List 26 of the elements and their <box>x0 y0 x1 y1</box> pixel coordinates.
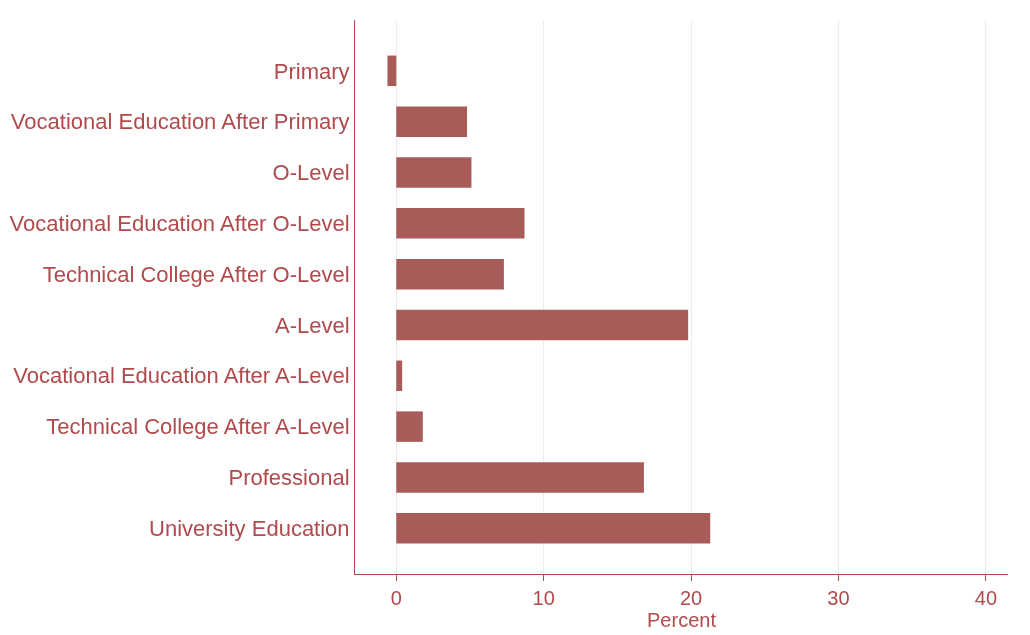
bar <box>396 411 423 442</box>
bar <box>396 258 504 290</box>
y-tick-label: Technical College After O-Level <box>42 261 350 287</box>
y-tick-label: Professional <box>228 465 350 491</box>
y-tick-label: Vocational Education After O-Level <box>9 211 350 236</box>
y-tick-label: Primary <box>273 58 350 84</box>
y-tick-label: Vocational Education After A-Level <box>13 363 350 389</box>
x-tick-label: 0 <box>390 587 402 609</box>
y-tick-label: Vocational Education After Primary <box>10 109 350 135</box>
y-tick-label: University Education <box>149 515 350 541</box>
x-axis-title: Percent <box>647 609 717 631</box>
y-tick-label: O-Level <box>272 160 350 186</box>
y-tick-label: Technical College After A-Level <box>46 414 350 440</box>
x-tick-label: 40 <box>974 587 998 609</box>
bar <box>387 55 397 87</box>
bar <box>396 208 525 239</box>
y-tick-label: A-Level <box>275 312 350 338</box>
x-tick-label: 20 <box>679 587 703 609</box>
bar <box>396 106 468 137</box>
bar <box>396 309 689 341</box>
bar <box>396 513 711 544</box>
bar <box>396 462 644 493</box>
x-tick-label: 30 <box>827 587 850 609</box>
bar <box>396 360 403 392</box>
x-tick-label: 10 <box>532 587 555 609</box>
bar <box>396 157 472 188</box>
